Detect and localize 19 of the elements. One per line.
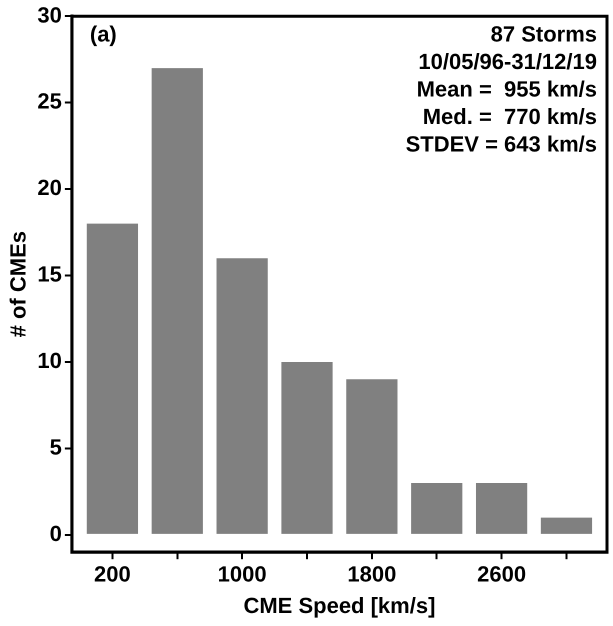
x-axis-title: CME Speed [km/s] (243, 592, 436, 618)
y-tick-label: 10 (37, 348, 62, 374)
y-tick-label: 20 (37, 175, 62, 200)
annotation: (a) (90, 21, 117, 46)
y-axis-title: # of CMEs (5, 231, 30, 338)
annotation: 10/05/96-31/12/19 (418, 48, 597, 74)
y-tick-label: 0 (50, 520, 62, 546)
x-tick-label: 2600 (477, 561, 526, 586)
annotation: STDEV = 643 km/s (406, 131, 597, 156)
annotation: Med. = 770 km/s (422, 104, 597, 129)
annotation: 87 Storms (490, 21, 597, 46)
y-tick-label: 5 (50, 434, 62, 460)
y-tick-label: 15 (37, 262, 62, 287)
annotation: Mean = 955 km/s (416, 76, 597, 102)
x-tick-label: 200 (94, 561, 131, 586)
x-tick-label: 1800 (347, 561, 396, 586)
y-tick-label: 25 (37, 88, 62, 114)
x-tick-label: 1000 (218, 561, 267, 586)
y-tick-label: 30 (37, 2, 62, 28)
